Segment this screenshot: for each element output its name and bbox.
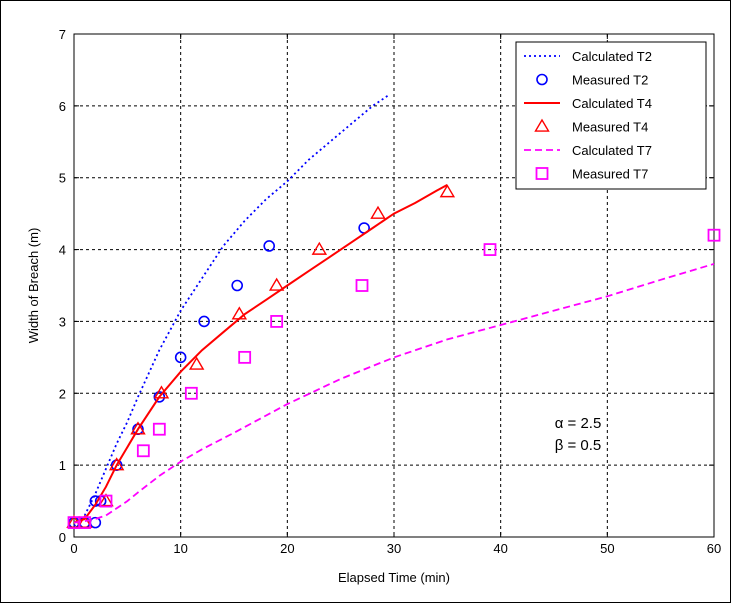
data-point-measured-t7: [483, 243, 497, 256]
series-line-calculated-t7: [73, 263, 715, 524]
data-point-measured-t2: [263, 240, 276, 252]
data-point-measured-t2: [89, 516, 102, 529]
data-point-measured-t7: [136, 444, 150, 458]
annotation-beta: β = 0.5: [555, 437, 602, 454]
data-point-measured-t7: [355, 279, 369, 292]
x-tick-label: 30: [387, 541, 401, 556]
legend: Calculated T2 Measured T2 Calculated T4 Mea…: [515, 41, 707, 190]
legend-item-measured-t7: Measured T7: [535, 167, 648, 182]
legend-item-calculated-t2: Calculated T2: [524, 49, 652, 64]
data-point-measured-t4: [231, 306, 248, 320]
legend-item-calculated-t7: Calculated T7: [524, 143, 652, 158]
y-tick-label: 5: [59, 171, 66, 186]
data-point-measured-t7: [78, 516, 92, 530]
x-tick-label: 0: [70, 541, 77, 556]
legend-item-measured-t2: Measured T2: [536, 73, 648, 88]
series-calculated-t2: [73, 94, 390, 527]
data-point-measured-t2: [198, 315, 210, 328]
data-point-measured-t7: [99, 494, 113, 508]
legend-swatch: [535, 167, 549, 180]
data-point-measured-t2: [153, 391, 166, 403]
data-point-measured-t7: [152, 422, 166, 436]
data-point-measured-t4: [153, 385, 170, 399]
data-point-measured-t7: [707, 228, 721, 242]
y-tick-label: 1: [59, 458, 66, 473]
x-tick-label: 40: [493, 541, 507, 556]
axis-ticks: 0 10 20 30 40 50 60 0 1 2 3 4 5 6 7: [59, 27, 721, 556]
legend-label: Calculated T2: [572, 49, 652, 64]
data-point-measured-t4: [439, 184, 456, 198]
data-point-measured-t4: [188, 356, 205, 370]
grid: [74, 34, 714, 537]
series-measured-t4: [66, 184, 456, 528]
data-point-measured-t4: [76, 514, 93, 528]
y-tick-label: 7: [59, 27, 66, 42]
legend-swatch: [534, 118, 550, 132]
data-point-measured-t4: [130, 421, 146, 435]
data-point-measured-t2: [231, 279, 243, 292]
data-point-measured-t7: [238, 350, 252, 364]
data-point-measured-t4: [98, 493, 114, 507]
legend-label: Calculated T7: [572, 143, 652, 158]
x-tick-label: 20: [280, 541, 294, 556]
data-point-measured-t2: [174, 351, 187, 364]
y-tick-label: 4: [59, 243, 66, 258]
legend-label: Calculated T4: [572, 96, 652, 111]
x-tick-label: 50: [600, 541, 614, 556]
legend-swatch: [536, 73, 548, 86]
annotation-alpha: α = 2.5: [555, 415, 602, 432]
data-point-measured-t4: [108, 457, 125, 471]
series-measured-t2: [68, 222, 370, 529]
data-point-measured-t7: [184, 386, 198, 400]
series-line-calculated-t2: [73, 94, 390, 527]
legend-box: [515, 41, 707, 190]
x-tick-label: 60: [707, 541, 721, 556]
x-axis-label: Elapsed Time (min): [338, 570, 450, 585]
y-tick-label: 0: [59, 530, 66, 545]
data-point-measured-t4: [311, 241, 328, 255]
legend-item-measured-t4: Measured T4: [534, 118, 648, 135]
y-tick-label: 3: [59, 314, 66, 329]
x-tick-label: 10: [173, 541, 187, 556]
series-measured-t7: [67, 228, 721, 530]
y-tick-label: 6: [59, 99, 66, 114]
series-calculated-t4: [73, 184, 448, 524]
data-point-measured-t7: [270, 315, 284, 328]
y-tick-label: 2: [59, 386, 66, 401]
legend-label: Measured T4: [572, 120, 648, 135]
data-point-measured-t4: [268, 277, 285, 291]
series-line-calculated-t4: [73, 184, 448, 524]
series-calculated-t7: [73, 263, 715, 524]
legend-label: Measured T2: [572, 73, 648, 88]
legend-item-calculated-t4: Calculated T4: [524, 96, 652, 111]
series-layer: [66, 94, 721, 530]
data-point-measured-t4: [370, 205, 386, 219]
legend-label: Measured T7: [572, 167, 648, 182]
y-axis-label: Width of Breach (m): [26, 228, 41, 344]
